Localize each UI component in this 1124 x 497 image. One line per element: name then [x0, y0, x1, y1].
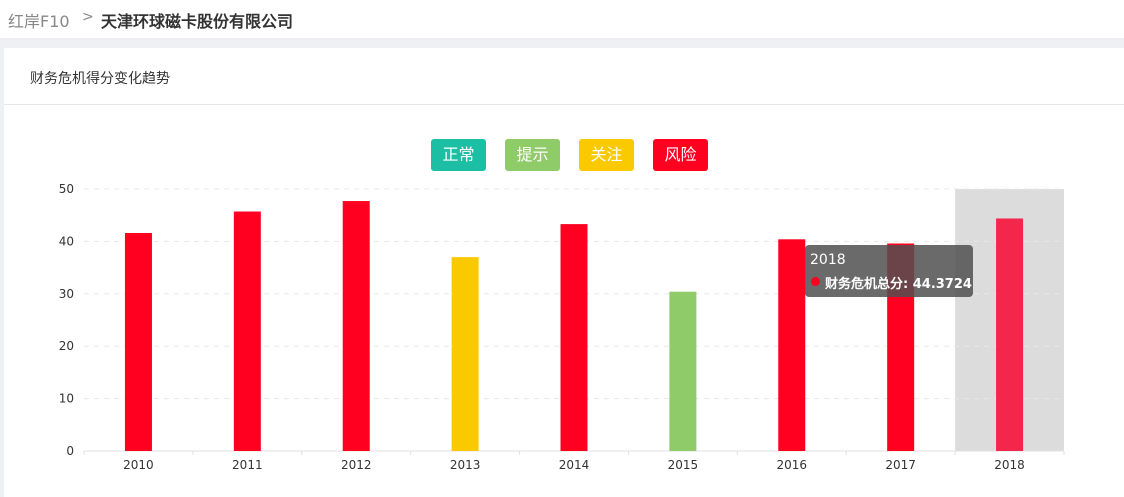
x-tick-label: 2013: [450, 458, 481, 472]
bar-2011[interactable]: [233, 211, 261, 451]
breadcrumb-company-name: 天津环球磁卡股份有限公司: [101, 12, 294, 31]
y-tick-label: 50: [59, 182, 74, 196]
left-edge-band: [0, 48, 4, 497]
breadcrumb-separator: >: [82, 9, 94, 25]
tooltip-series-marker: [811, 277, 820, 286]
bar-2013[interactable]: [451, 257, 479, 451]
legend-risk[interactable]: 风险: [653, 139, 708, 171]
chart-legend: 正常 提示 关注 风险: [0, 139, 1124, 171]
x-tick-label: 2012: [341, 458, 372, 472]
legend-warning[interactable]: 提示: [505, 139, 560, 171]
legend-attention[interactable]: 关注: [579, 139, 634, 171]
y-tick-label: 40: [59, 234, 74, 248]
x-tick-label: 2010: [123, 458, 154, 472]
y-tick-label: 10: [59, 392, 74, 406]
breadcrumb: 红岸F10 > 天津环球磁卡股份有限公司: [0, 0, 1124, 38]
hover-highlight-band: [955, 189, 1064, 451]
panel-header: 财务危机得分变化趋势: [4, 48, 1124, 105]
bar-2010[interactable]: [124, 233, 152, 451]
bar-2018[interactable]: [996, 218, 1024, 451]
x-tick-label: 2016: [777, 458, 808, 472]
bar-2014[interactable]: [560, 224, 588, 451]
panel-title: 财务危机得分变化趋势: [30, 71, 170, 87]
y-tick-label: 30: [59, 287, 74, 301]
y-tick-label: 20: [59, 339, 74, 353]
bar-2012[interactable]: [342, 201, 370, 451]
tooltip-year: 2018: [810, 252, 846, 268]
x-tick-label: 2015: [668, 458, 699, 472]
header-divider-band: [0, 38, 1124, 48]
x-tick-label: 2017: [885, 458, 916, 472]
x-tick-label: 2018: [994, 458, 1025, 472]
breadcrumb-root-link[interactable]: 红岸F10: [8, 12, 70, 31]
tooltip-series-value: 财务危机总分: 44.3724: [825, 277, 972, 292]
y-tick-label: 0: [66, 444, 74, 458]
x-tick-label: 2014: [559, 458, 590, 472]
chart-tooltip: 2018 财务危机总分: 44.3724: [805, 245, 973, 297]
legend-normal[interactable]: 正常: [431, 139, 486, 171]
x-tick-label: 2011: [232, 458, 263, 472]
bar-2015[interactable]: [669, 291, 697, 451]
bar-2016[interactable]: [778, 239, 806, 451]
